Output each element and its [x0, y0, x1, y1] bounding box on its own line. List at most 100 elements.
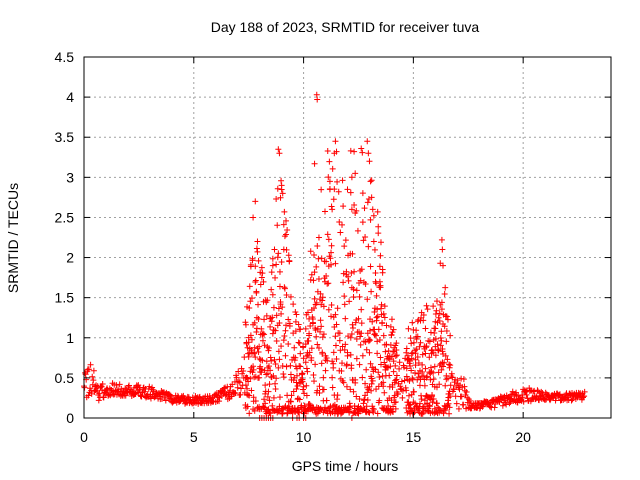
data-point: [350, 388, 357, 395]
data-point: [323, 272, 330, 279]
data-point: [311, 305, 318, 312]
data-point: [447, 382, 454, 389]
data-point: [437, 335, 444, 342]
data-point: [423, 344, 430, 351]
data-point: [326, 404, 333, 411]
data-point: [337, 229, 344, 236]
data-point: [362, 380, 369, 387]
data-point: [315, 344, 322, 351]
data-point: [116, 381, 123, 388]
data-point: [302, 325, 309, 332]
data-point: [238, 385, 245, 392]
data-point: [413, 336, 420, 343]
data-point: [426, 338, 433, 345]
data-point: [292, 328, 299, 335]
data-point: [357, 277, 364, 284]
data-point: [298, 404, 305, 411]
data-point: [344, 349, 351, 356]
data-point: [287, 398, 294, 405]
data-point: [374, 208, 381, 215]
data-point: [419, 351, 426, 358]
data-point: [375, 223, 382, 230]
data-point: [261, 316, 268, 323]
data-point: [522, 388, 529, 395]
data-point: [369, 318, 376, 325]
data-point: [253, 245, 260, 252]
data-point: [367, 263, 374, 270]
data-point: [438, 366, 445, 373]
data-point: [438, 299, 445, 306]
data-point: [281, 285, 288, 292]
data-point: [415, 360, 422, 367]
data-point: [479, 403, 486, 410]
data-point: [323, 354, 330, 361]
data-point: [279, 190, 286, 197]
data-point: [90, 367, 97, 374]
data-point: [351, 148, 358, 155]
data-point: [430, 376, 437, 383]
data-point: [276, 356, 283, 363]
data-point: [374, 350, 381, 357]
data-point: [350, 293, 357, 300]
data-point: [433, 400, 440, 407]
data-point: [377, 361, 384, 368]
data-point: [269, 262, 276, 269]
data-point: [304, 309, 311, 316]
data-point: [276, 319, 283, 326]
data-point: [405, 325, 412, 332]
data-point: [342, 341, 349, 348]
data-point: [381, 303, 388, 310]
data-point: [412, 350, 419, 357]
data-point: [261, 396, 268, 403]
data-point: [265, 388, 272, 395]
data-point: [381, 314, 388, 321]
data-point: [273, 375, 280, 382]
data-point: [320, 331, 327, 338]
data-point: [276, 268, 283, 275]
data-point: [367, 216, 374, 223]
data-point: [246, 410, 253, 417]
data-point: [342, 237, 349, 244]
data-point: [555, 392, 562, 399]
data-point: [447, 362, 454, 369]
data-point: [386, 372, 393, 379]
data-point: [348, 365, 355, 372]
data-point: [348, 206, 355, 213]
data-point: [351, 268, 358, 275]
data-point: [278, 343, 285, 350]
data-point: [266, 381, 273, 388]
data-point: [361, 396, 368, 403]
data-point: [387, 323, 394, 330]
data-point: [273, 338, 280, 345]
data-point: [393, 352, 400, 359]
data-point: [520, 398, 527, 405]
data-point: [408, 355, 415, 362]
data-point: [216, 398, 223, 405]
data-point: [346, 298, 353, 305]
data-point: [403, 345, 410, 352]
data-point: [99, 381, 106, 388]
data-point: [556, 392, 563, 399]
data-point: [316, 390, 323, 397]
data-point: [332, 311, 339, 318]
data-point: [257, 281, 264, 288]
y-tick-label: 2.5: [55, 209, 75, 225]
data-points: [81, 91, 588, 421]
data-point: [320, 386, 327, 393]
data-point: [292, 354, 299, 361]
data-point: [409, 375, 416, 382]
data-point: [392, 377, 399, 384]
data-point: [444, 316, 451, 323]
data-point: [440, 262, 447, 269]
data-point: [480, 402, 487, 409]
data-point: [333, 321, 340, 328]
data-point: [440, 363, 447, 370]
data-point: [421, 382, 428, 389]
data-point: [336, 218, 343, 225]
data-point: [113, 382, 120, 389]
data-point: [431, 363, 438, 370]
data-point: [359, 149, 366, 156]
data-point: [339, 221, 346, 228]
data-point: [364, 296, 371, 303]
data-point: [290, 388, 297, 395]
